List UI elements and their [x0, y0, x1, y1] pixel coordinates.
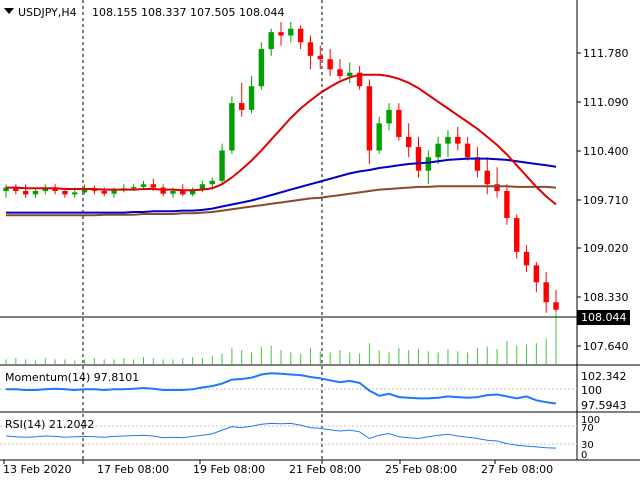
vertical-grid	[82, 0, 323, 460]
momentum-tick-label: 102.342	[581, 370, 627, 383]
time-axis: 13 Feb 2020 17 Feb 08:00 19 Feb 08:00 21…	[3, 460, 553, 476]
ma-blue-line	[6, 157, 557, 214]
candle-body	[258, 49, 265, 87]
candle-body	[504, 191, 510, 219]
candle-body	[72, 192, 78, 195]
momentum-tick-label: 100	[581, 384, 602, 397]
momentum-series	[6, 372, 557, 405]
momentum-line	[6, 372, 557, 405]
rsi-tick-label: 30	[581, 440, 594, 451]
candle-body	[445, 136, 451, 144]
candle-body	[356, 72, 363, 87]
time-tick-label: 17 Feb 08:00	[97, 463, 169, 476]
price-tick-label: 109.020	[583, 242, 629, 255]
time-tick-label: 21 Feb 08:00	[289, 463, 361, 476]
candle-body	[81, 189, 88, 193]
candle-body	[101, 191, 107, 194]
ma-red-line	[6, 73, 557, 206]
price-tick-label: 111.780	[583, 47, 629, 60]
current-price-badge	[577, 310, 630, 325]
candle-body	[91, 189, 98, 191]
candle-body	[32, 191, 39, 195]
candle-body	[543, 282, 549, 303]
rsi-line	[5, 422, 557, 449]
candle-body	[170, 191, 176, 194]
candle-body	[327, 59, 333, 70]
candle-body	[13, 187, 19, 191]
momentum-tick-label: 97.5943	[581, 399, 627, 412]
price-tick-label: 109.710	[583, 194, 629, 207]
time-tick-label: 13 Feb 2020	[3, 463, 71, 476]
candle-body	[180, 191, 186, 195]
candle-body	[425, 157, 432, 171]
candle-body	[464, 143, 471, 158]
candle-body	[474, 157, 481, 171]
rsi-tick-label: 100	[581, 415, 600, 426]
candle-body	[533, 265, 540, 283]
time-tick-label: 19 Feb 08:00	[193, 463, 265, 476]
candle-body	[386, 109, 392, 124]
candle-body	[494, 184, 500, 191]
candle-body	[366, 86, 373, 151]
candle-body	[219, 150, 225, 181]
ma-brown-line	[6, 185, 557, 217]
candle-body	[111, 189, 117, 194]
rsi-series	[5, 422, 557, 449]
candle-body	[435, 143, 441, 158]
candle-body	[288, 28, 294, 36]
momentum-label: Momentum(14) 97.8101	[5, 371, 139, 384]
candle-body	[248, 86, 255, 110]
candle-body	[514, 218, 520, 252]
candle-body	[52, 187, 58, 191]
candle-body	[347, 72, 353, 77]
symbol-dropdown-icon[interactable]	[4, 8, 14, 14]
candlestick-series	[3, 22, 559, 347]
ohlc-readout: 108.155 108.337 107.505 108.044	[92, 6, 284, 19]
moving-averages	[6, 73, 557, 217]
candle-body	[405, 136, 412, 148]
candle-body	[62, 191, 68, 195]
candle-body	[278, 32, 284, 36]
candle-body	[415, 147, 422, 171]
candle-body	[268, 32, 274, 50]
candle-body	[189, 189, 196, 195]
candle-body	[553, 302, 559, 310]
candle-body	[297, 28, 304, 43]
candle-body	[209, 180, 215, 185]
candle-body	[523, 251, 530, 266]
candle-body	[22, 191, 29, 195]
rsi-tick-label: 70	[581, 423, 594, 434]
candle-body	[239, 103, 245, 110]
candle-body	[317, 55, 323, 60]
price-axis: 111.780 111.090 110.400 109.710 109.020 …	[577, 47, 629, 353]
candle-body	[150, 184, 157, 188]
candle-body	[396, 109, 402, 137]
candle-body	[130, 186, 137, 189]
candle-body	[199, 184, 206, 190]
candle-body	[484, 170, 490, 185]
rsi-label: RSI(14) 21.2042	[5, 418, 94, 431]
rsi-tick-label: 0	[581, 450, 587, 461]
candle-body	[160, 187, 166, 194]
price-tick-label: 108.330	[583, 291, 629, 304]
candle-body	[455, 136, 461, 144]
candle-body	[42, 187, 48, 191]
symbol-label: USDJPY,H4	[18, 6, 77, 19]
price-tick-label: 111.090	[583, 96, 629, 109]
volume-series	[5, 312, 557, 364]
time-tick-label: 27 Feb 08:00	[481, 463, 553, 476]
time-tick-label: 25 Feb 08:00	[385, 463, 457, 476]
candle-body	[3, 187, 9, 191]
current-price-value: 108.044	[581, 311, 627, 324]
candle-body	[337, 69, 343, 77]
candle-body	[140, 184, 147, 187]
price-tick-label: 107.640	[583, 340, 629, 353]
candle-body	[376, 123, 382, 151]
candle-body	[307, 42, 314, 56]
candle-body	[229, 103, 235, 151]
price-tick-label: 110.400	[583, 145, 629, 158]
